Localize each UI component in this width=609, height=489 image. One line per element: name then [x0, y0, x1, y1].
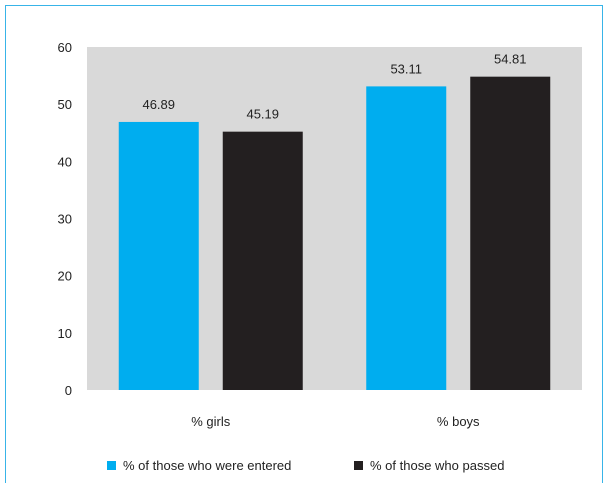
bar: [118, 121, 199, 391]
legend-label: % of those who were entered: [123, 458, 291, 473]
y-tick-label: 40: [58, 154, 72, 169]
y-tick-label: 60: [58, 40, 72, 55]
y-tick-label: 50: [58, 97, 72, 112]
y-axis: 0 10 20 30 40 50 60: [58, 40, 72, 398]
y-tick-label: 20: [58, 269, 72, 284]
legend-label: % of those who passed: [370, 458, 504, 473]
data-label: 53.11: [390, 61, 422, 76]
x-tick-label: % boys: [437, 414, 480, 429]
x-axis: % girls % boys: [191, 414, 480, 429]
data-label: 45.19: [246, 107, 279, 122]
bars: [118, 76, 551, 391]
bar: [222, 131, 303, 391]
legend-swatch: [354, 461, 363, 470]
legend: % of those who were entered % of those wh…: [107, 458, 504, 473]
bar: [470, 76, 551, 391]
y-tick-label: 0: [65, 383, 72, 398]
bar: [366, 86, 447, 391]
y-tick-label: 30: [58, 212, 72, 227]
legend-swatch: [107, 461, 116, 470]
data-label: 46.89: [142, 97, 175, 112]
data-label: 54.81: [494, 52, 527, 67]
chart-frame: [5, 5, 603, 483]
data-labels: 46.89 45.19 53.11 54.81: [142, 52, 526, 122]
y-tick-label: 10: [58, 326, 72, 341]
x-tick-label: % girls: [191, 414, 231, 429]
